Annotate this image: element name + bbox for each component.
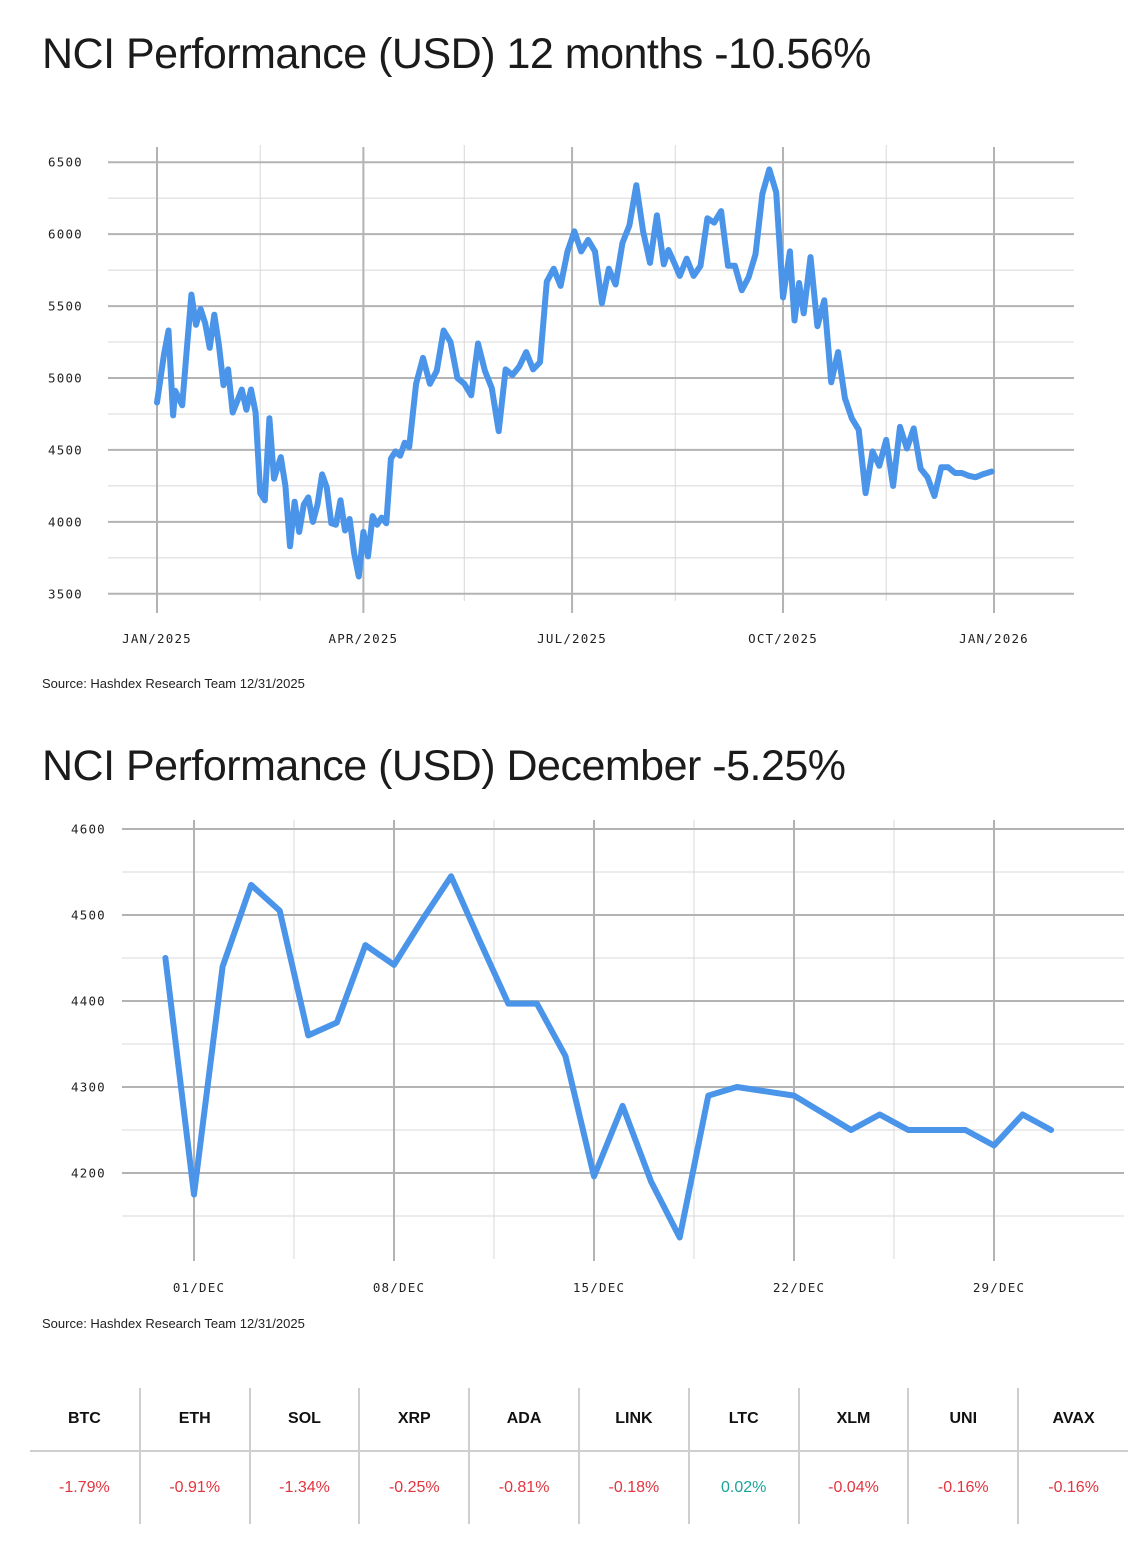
asset-value-eth: -0.91% [138,1451,250,1524]
asset-header-ltc: LTC [687,1388,799,1452]
asset-value-btc: -1.79% [59,1479,110,1496]
chart2-x-tick-label: 29/DEC [973,1280,1025,1295]
asset-value-ltc: 0.02% [687,1451,799,1524]
asset-header-xlm: XLM [797,1388,909,1452]
asset-header-avax: AVAX [1017,1388,1128,1452]
chart2-y-tick-label: 4600 [71,822,106,837]
chart2-y-tick-label: 4500 [71,908,106,923]
asset-value-xrp: -0.25% [358,1451,470,1524]
asset-header-ada: ADA [468,1388,579,1452]
asset-value-uni: -0.16% [907,1451,1019,1524]
chart2-y-tick-label: 4400 [71,994,106,1009]
chart2-source: Source: Hashdex Research Team 12/31/2025 [42,1316,305,1331]
asset-header-row: BTC ETH SOL XRP ADA LINK LTC XLM UNI AVAX [30,1388,1128,1452]
asset-header-link: LINK [577,1388,689,1452]
chart2-y-tick-label: 4300 [71,1080,106,1095]
chart1-source: Source: Hashdex Research Team 12/31/2025 [42,676,305,691]
asset-value-avax: -0.16% [1017,1451,1128,1524]
chart1-x-tick-label: APR/2025 [328,631,398,646]
chart1-y-tick-label: 6500 [48,155,83,170]
asset-header-xrp: XRP [358,1388,470,1452]
chart1-x-tick-label: JUL/2025 [537,631,607,646]
asset-value-link: -0.18% [577,1451,689,1524]
chart1-y-tick-label: 3500 [48,586,83,601]
asset-value-ada: -0.81% [468,1451,579,1524]
chart2-x-tick-label: 08/DEC [373,1280,425,1295]
chart2-x-tick-label: 22/DEC [773,1280,825,1295]
chart2-y-tick-label: 4200 [71,1166,106,1181]
chart2-x-tick-label: 01/DEC [173,1280,225,1295]
chart2-december: 4200 4300 4400 4500 4600 01/DEC 08/DEC 15/DEC 22… [71,820,1124,1295]
asset-header-sol: SOL [248,1388,360,1452]
asset-value-sol: -1.34% [248,1451,360,1524]
asset-header-eth: ETH [138,1388,250,1452]
asset-header-btc: BTC [30,1388,140,1452]
chart1-x-tick-label: OCT/2025 [748,631,818,646]
chart1-title: NCI Performance (USD) 12 months -10.56% [42,30,871,78]
chart1-y-tick-label: 6000 [48,227,83,242]
chart1-series-line [154,166,995,580]
asset-value-xlm: -0.04% [797,1451,909,1524]
chart2-x-tick-label: 15/DEC [573,1280,625,1295]
chart2-title: NCI Performance (USD) December -5.25% [42,742,846,790]
asset-performance-table: BTC ETH SOL XRP ADA LINK LTC XLM UNI AVAX -1.79% -… [30,1388,1128,1524]
chart2-series-line [162,873,1055,1241]
chart1-y-tick-label: 5500 [48,299,83,314]
chart1-y-tick-label: 4000 [48,514,83,529]
chart1-x-tick-label: JAN/2026 [959,631,1029,646]
asset-value-row: -1.79% -0.91% -1.34% -0.25% -0.81% -0.18% 0.02… [30,1451,1128,1524]
chart1-12-months: 3500 4000 4500 5000 5500 6000 6500 JAN/2025 APR/… [48,145,1074,646]
chart1-y-tick-label: 4500 [48,442,83,457]
chart1-x-tick-label: JAN/2025 [122,631,192,646]
asset-header-uni: UNI [907,1388,1019,1452]
chart1-y-tick-label: 5000 [48,371,83,386]
